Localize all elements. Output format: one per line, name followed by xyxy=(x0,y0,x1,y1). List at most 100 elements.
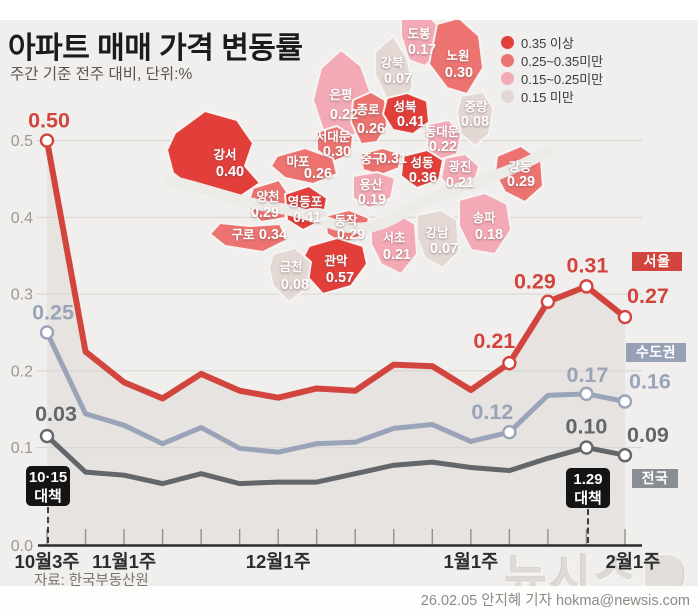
annotation-1015-connector xyxy=(47,507,49,543)
point-label-서울-1월4주: 0.31 xyxy=(566,253,608,277)
district-name-광진: 광진 xyxy=(448,159,471,174)
district-value-강서: 0.40 xyxy=(216,164,244,180)
legend-item-3: 0.15 미만 xyxy=(501,87,603,105)
point-label-서울-2월1주: 0.27 xyxy=(627,284,669,308)
series-tag-sudogwon: 수도권 xyxy=(626,343,686,362)
data-source: 자료: 한국부동산원 xyxy=(34,573,149,589)
marker-수도권-2월1주 xyxy=(617,394,633,409)
district-value-은평: 0.22 xyxy=(330,107,358,123)
district-value-송파: 0.18 xyxy=(475,227,503,243)
x-axis-label: 2월1주 xyxy=(606,551,661,572)
district-name-노원: 노원 xyxy=(446,49,469,63)
district-value-영등포: 0.41 xyxy=(293,210,321,226)
legend-label: 0.15~0.25미만 xyxy=(521,71,604,87)
district-종로 xyxy=(350,91,388,145)
point-label-서울-1월2주: 0.21 xyxy=(473,329,515,353)
district-name-중구: 중구 xyxy=(360,152,384,166)
line-수도권 xyxy=(44,329,628,455)
legend-dot-icon xyxy=(501,35,514,49)
legend-label: 0.15 미만 xyxy=(521,89,574,105)
district-강서 xyxy=(166,110,261,201)
yeouido-island xyxy=(301,207,329,221)
district-value-강북: 0.07 xyxy=(384,71,412,87)
marker-전국-2월1주 xyxy=(617,448,633,463)
legend-item-1: 0.25~0.35미만 xyxy=(501,51,603,69)
district-value-광진: 0.21 xyxy=(446,175,474,191)
marker-수도권-10월3주 xyxy=(39,325,55,340)
y-tick-label: 0.5 xyxy=(11,133,33,150)
point-label-수도권-1월2주: 0.12 xyxy=(471,400,513,424)
x-axis-label: 11월1주 xyxy=(92,551,156,572)
district-value-동작: 0.29 xyxy=(337,227,365,243)
district-name-관악: 관악 xyxy=(324,253,348,268)
marker-서울-2월1주 xyxy=(617,309,633,325)
district-value-구로: 0.34 xyxy=(259,227,287,243)
byline-credit: 26.02.05 안지혜 기자 hokma@newsis.com xyxy=(420,593,690,609)
legend-dot-icon xyxy=(501,89,514,103)
district-금천 xyxy=(268,247,312,303)
bottom-margin-bar xyxy=(0,586,698,611)
district-value-용산: 0.19 xyxy=(358,192,386,208)
district-name-구로: 구로 xyxy=(231,228,255,242)
district-value-노원: 0.30 xyxy=(445,65,473,81)
series-tag-seoul: 서울 xyxy=(632,252,682,271)
legend-label: 0.25~0.35미만 xyxy=(521,53,604,69)
seoul-district-map: 도봉0.17강북0.07노원0.30은평0.22종로0.26성북0.41중랑0.… xyxy=(165,11,553,303)
district-name-동작: 동작 xyxy=(334,213,358,228)
y-tick-label: 0.0 xyxy=(11,538,33,555)
district-중구 xyxy=(360,147,402,176)
district-서대문 xyxy=(316,125,354,163)
marker-전국-1월4주 xyxy=(579,440,594,455)
annotation-129-connector xyxy=(587,509,589,543)
chart-area-shade xyxy=(47,140,625,546)
point-label-수도권-1월4주: 0.17 xyxy=(566,363,608,387)
district-name-도봉: 도봉 xyxy=(407,27,431,41)
point-label-수도권-2월1주: 0.16 xyxy=(629,370,671,394)
han-river xyxy=(165,146,553,234)
page-title: 아파트 매매 가격 변동률 xyxy=(8,32,303,65)
district-구로 xyxy=(209,222,288,253)
marker-전국-10월3주 xyxy=(39,428,55,444)
district-value-동대문: 0.22 xyxy=(429,139,457,155)
x-axis-label: 10월3주 xyxy=(15,551,80,572)
district-name-서초: 서초 xyxy=(382,230,406,245)
legend-item-0: 0.35 이상 xyxy=(501,33,603,51)
point-label-전국-1월4주: 0.10 xyxy=(565,415,607,439)
marker-서울-1월3주 xyxy=(540,294,556,309)
line-서울 xyxy=(44,137,628,402)
district-value-도봉: 0.17 xyxy=(408,42,436,58)
annotation-129-policy: 1.29 대책 xyxy=(566,468,610,508)
marker-서울-1월4주 xyxy=(579,279,594,294)
district-value-금천: 0.08 xyxy=(281,277,309,293)
annotation-1015-policy: 10·15 대책 xyxy=(26,466,70,506)
district-value-중구: 0.31 xyxy=(379,151,407,167)
district-value-마포: 0.26 xyxy=(304,166,332,182)
district-name-서대문: 서대문 xyxy=(316,129,351,144)
district-동대문 xyxy=(426,119,462,161)
district-성북 xyxy=(382,92,430,135)
district-value-양천: 0.29 xyxy=(251,205,279,221)
district-마포 xyxy=(270,147,338,185)
district-name-양천: 양천 xyxy=(256,189,279,204)
line-전국 xyxy=(44,433,628,487)
district-value-서대문: 0.30 xyxy=(323,144,351,160)
y-tick-label: 0.4 xyxy=(11,210,33,227)
district-name-강서: 강서 xyxy=(213,147,236,162)
legend-item-2: 0.15~0.25미만 xyxy=(501,69,603,87)
district-value-성동: 0.36 xyxy=(409,170,437,186)
district-name-은평: 은평 xyxy=(329,87,352,102)
district-송파 xyxy=(458,192,512,255)
district-value-강남: 0.07 xyxy=(430,241,458,257)
district-value-종로: 0.26 xyxy=(357,121,385,137)
district-name-동대문: 동대문 xyxy=(425,125,460,139)
page-subtitle: 주간 기준 전주 대비, 단위:% xyxy=(10,66,193,83)
x-axis-label: 12월1주 xyxy=(246,551,311,572)
marker-수도권-1월2주 xyxy=(502,425,517,440)
district-value-관악: 0.57 xyxy=(326,270,354,286)
point-label-수도권-10월3주: 0.25 xyxy=(32,300,74,324)
top-margin-bar xyxy=(0,0,698,20)
district-name-강북: 강북 xyxy=(380,55,404,70)
point-label-서울-10월3주: 0.50 xyxy=(28,109,70,133)
point-label-전국-2월1주: 0.09 xyxy=(627,423,669,447)
